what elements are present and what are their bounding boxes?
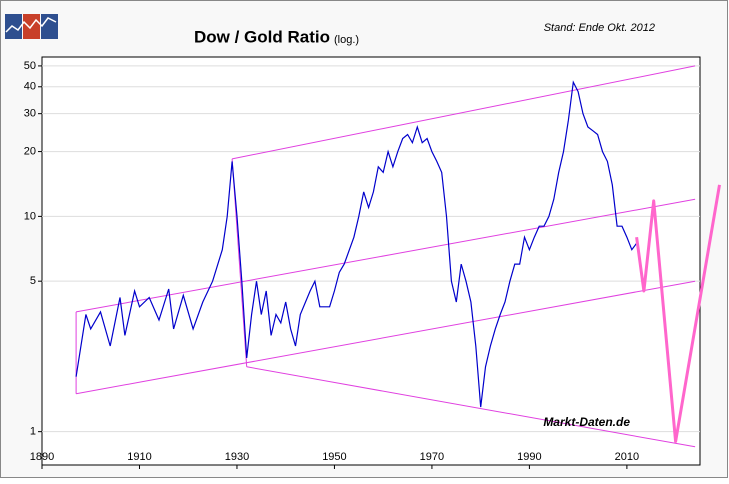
- x-tick-label: 1990: [517, 451, 541, 463]
- plot-area: [41, 56, 701, 466]
- x-tick-label: 2010: [615, 451, 639, 463]
- y-tick-label: 5: [30, 275, 36, 287]
- x-tick-label: 1970: [420, 451, 444, 463]
- y-tick-label: 10: [24, 210, 36, 222]
- chart-title: Dow / Gold Ratio: [194, 27, 330, 46]
- y-tick-label: 30: [24, 108, 36, 120]
- y-tick-label: 1: [30, 426, 36, 438]
- channel-line: [76, 280, 696, 395]
- projection-line: [635, 184, 721, 443]
- x-tick-label: 1890: [30, 451, 54, 463]
- watermark: Markt-Daten.de: [543, 415, 630, 429]
- data-line: [75, 80, 638, 408]
- x-tick-label: 1950: [322, 451, 346, 463]
- channel-line: [232, 65, 696, 160]
- x-tick-label: 1930: [225, 451, 249, 463]
- y-tick-label: 50: [24, 60, 36, 72]
- chart-subtitle: (log.): [334, 34, 359, 46]
- y-tick-label: 20: [24, 145, 36, 157]
- channel-line: [246, 366, 696, 448]
- y-tick-label: 40: [24, 81, 36, 93]
- x-tick-label: 1910: [127, 451, 151, 463]
- channel-line: [76, 198, 696, 313]
- logo: [5, 14, 58, 39]
- annotation: Stand: Ende Okt. 2012: [544, 22, 655, 34]
